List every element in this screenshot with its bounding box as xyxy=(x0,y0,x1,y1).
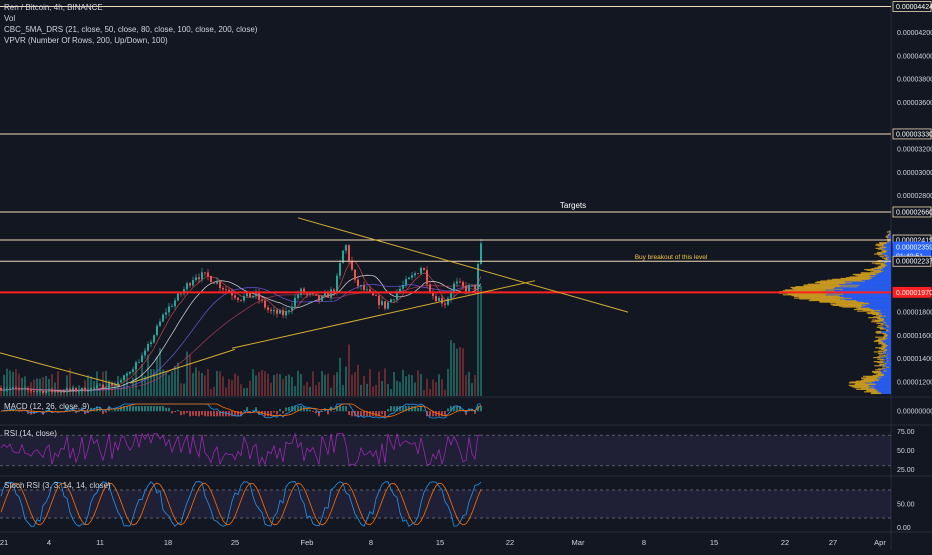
vpvr-profile xyxy=(779,231,891,394)
moving-average-1 xyxy=(1,261,481,392)
time-tick-label: 27 xyxy=(829,538,837,547)
rsi-tick-label: 50.00 xyxy=(897,448,915,455)
breakout-price-label: 0.00002237 xyxy=(896,259,932,266)
symbol-legend[interactable]: Ren / Bitcoin, 4h, BINANCE xyxy=(4,2,103,13)
time-tick-label: 15 xyxy=(436,538,444,547)
time-tick-label: 11 xyxy=(96,538,104,547)
macd-tick-label: 0.00000000 xyxy=(897,409,932,416)
time-tick-label: 22 xyxy=(781,538,789,547)
support-price-label: 0.00001970 xyxy=(896,290,932,297)
macd-pane-label[interactable]: MACD (12, 26, close, 9) xyxy=(4,402,89,411)
rsi-tick-label: 75.00 xyxy=(897,429,915,436)
target-price-label: 0.00003330 xyxy=(896,131,932,138)
time-tick-label: 25 xyxy=(231,538,239,547)
rsi-tick-label: 25.00 xyxy=(897,467,915,474)
breakout-annotation: Buy breakout of this level xyxy=(635,254,708,261)
volume-bars xyxy=(0,286,482,396)
stoch-pane-label[interactable]: Stoch RSI (3, 3, 14, 14, close) xyxy=(4,481,111,490)
time-tick-label: Feb xyxy=(301,538,314,547)
price-tick-label: 0.00003200 xyxy=(897,147,932,154)
vpvr-legend[interactable]: VPVR (Number Of Rows, 200, Up/Down, 100) xyxy=(4,35,168,46)
price-tick-label: 0.00003600 xyxy=(897,100,932,107)
time-tick-label: 15 xyxy=(710,538,718,547)
price-tick-label: 0.00001800 xyxy=(897,310,932,317)
rsi-pane-label[interactable]: RSI (14, close) xyxy=(4,429,57,438)
price-tick-label: 0.00003000 xyxy=(897,170,932,177)
price-tick-label: 0.00001400 xyxy=(897,356,932,363)
target-price-label: 0.00004424 xyxy=(896,4,932,11)
time-tick-label: 21 xyxy=(0,538,8,547)
time-tick-label: Mar xyxy=(572,538,585,547)
stoch-tick-label: 0.00 xyxy=(897,525,911,532)
price-tick-label: 0.00002800 xyxy=(897,193,932,200)
target-price-label: 0.00002660 xyxy=(896,209,932,216)
time-tick-label: Apr xyxy=(874,538,886,547)
trendline-2 xyxy=(232,281,535,349)
price-tick-label: 0.00001200 xyxy=(897,380,932,387)
time-tick-label: 8 xyxy=(642,538,646,547)
price-tick-label: 0.00001600 xyxy=(897,333,932,340)
ma-legend[interactable]: CBC_5MA_DRS (21, close, 50, close, 80, c… xyxy=(4,24,257,35)
stoch-tick-label: 50.00 xyxy=(897,502,915,509)
price-tick-label: 0.00004200 xyxy=(897,30,932,37)
time-tick-label: 18 xyxy=(164,538,172,547)
targets-annotation: Targets xyxy=(560,201,586,210)
price-tick-label: 0.00003800 xyxy=(897,77,932,84)
candles xyxy=(0,239,482,394)
last-price-label: 0.00002359 xyxy=(896,245,932,252)
volume-legend[interactable]: Vol xyxy=(4,13,15,24)
trendline-1 xyxy=(298,218,628,312)
price-tick-label: 0.00004000 xyxy=(897,53,932,60)
time-tick-label: 8 xyxy=(369,538,373,547)
time-tick-label: 22 xyxy=(506,538,514,547)
time-tick-label: 4 xyxy=(47,538,51,547)
